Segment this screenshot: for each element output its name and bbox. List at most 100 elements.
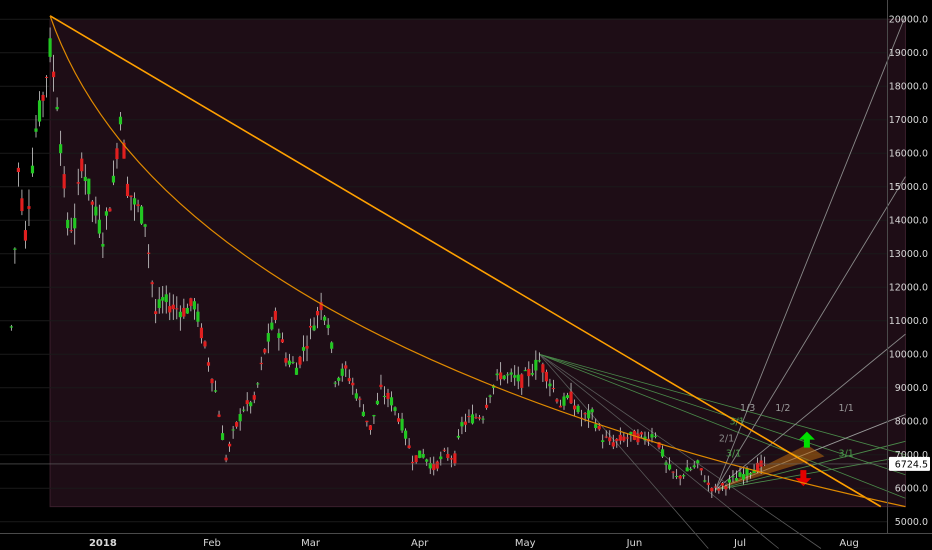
candle-body <box>220 433 225 440</box>
candle-body <box>182 307 186 317</box>
candle-body <box>30 165 35 174</box>
candle-body <box>228 443 232 447</box>
candle-body <box>249 402 253 407</box>
candle-body <box>97 219 101 234</box>
candle-body <box>738 472 742 477</box>
candle-body <box>534 359 538 371</box>
candle-body <box>224 457 228 461</box>
candle-body <box>108 208 112 212</box>
candle-body <box>69 230 73 232</box>
candle-body <box>572 405 577 410</box>
candle-body <box>396 418 401 422</box>
candle-body <box>703 480 707 482</box>
x-tick-label: May <box>515 538 536 549</box>
y-tick-label: 7000.0 <box>895 450 928 461</box>
candle-body <box>636 433 640 443</box>
candle-body <box>685 467 689 472</box>
candle-body <box>312 325 316 331</box>
candle-body <box>270 322 274 330</box>
candle-body <box>129 195 133 197</box>
candle-body <box>439 456 443 460</box>
candle-body <box>41 94 45 101</box>
y-tick-label: 10000.0 <box>889 350 928 361</box>
trend-line <box>49 15 882 508</box>
candle-body <box>199 327 204 339</box>
candle-body <box>27 206 31 209</box>
candle-body <box>713 486 717 488</box>
candle-body <box>467 416 471 418</box>
candle-body <box>425 459 429 462</box>
y-tick-label: 12000.0 <box>889 283 928 294</box>
x-tick-label: Jul <box>733 538 746 549</box>
candles-layer <box>9 27 767 498</box>
candle-body <box>55 106 59 110</box>
candle-body <box>706 482 710 485</box>
candle-body <box>608 437 612 442</box>
candle-body <box>615 439 619 441</box>
candle-body <box>76 182 80 184</box>
candle-body <box>731 476 735 478</box>
candle-body <box>101 243 105 247</box>
candle-body <box>488 395 492 397</box>
y-tick-label: 8000.0 <box>895 417 928 428</box>
candle-body <box>734 478 739 481</box>
candle-body <box>643 436 647 441</box>
candle-body <box>520 374 524 388</box>
candle-body <box>34 128 38 132</box>
y-tick-label: 9000.0 <box>895 383 928 394</box>
candle-body <box>594 424 598 429</box>
candle-body <box>653 435 658 437</box>
x-tick-label: Feb <box>203 538 221 549</box>
candle-body <box>326 324 330 329</box>
candle-body <box>562 396 566 406</box>
candle-body <box>354 393 358 399</box>
candle-body <box>513 375 517 378</box>
may-fan-ray <box>539 353 709 549</box>
may-fan-ray <box>539 353 779 549</box>
candle-body <box>675 476 679 478</box>
candle-body <box>446 453 450 458</box>
candle-body <box>717 488 721 491</box>
arc-line <box>49 15 906 508</box>
candle-body <box>245 400 249 405</box>
candle-body <box>611 442 615 447</box>
y-tick-label: 5000.0 <box>895 517 928 528</box>
y-tick-label: 19000.0 <box>889 48 928 59</box>
candle-body <box>277 333 281 338</box>
candle-body <box>66 219 70 229</box>
candle-body <box>259 362 263 365</box>
last-price-badge <box>889 456 930 471</box>
candle-body <box>168 306 172 313</box>
candle-body <box>365 420 369 423</box>
candle-body <box>87 178 91 195</box>
fan-label: 1/1 <box>839 403 854 414</box>
candle-body <box>555 399 559 402</box>
candle-body <box>745 468 749 476</box>
candle-body <box>375 400 380 405</box>
candle-body <box>235 422 239 427</box>
fan-label: 3/1 <box>839 448 854 459</box>
may-fan-ray <box>539 353 906 476</box>
candle-body <box>104 211 108 216</box>
candle-body <box>213 390 218 392</box>
candle-body <box>73 217 77 229</box>
candle-body <box>59 144 63 154</box>
candle-body <box>175 308 179 310</box>
fan-ray <box>715 455 906 491</box>
candle-body <box>115 148 119 160</box>
candle-body <box>407 445 411 449</box>
candle-body <box>590 409 594 413</box>
candle-body <box>316 310 320 316</box>
candle-body <box>323 316 327 321</box>
candle-body <box>319 302 323 311</box>
candle-body <box>23 230 28 241</box>
candle-body <box>456 435 460 438</box>
may-fan-ray <box>539 353 822 549</box>
candle-body <box>400 418 404 431</box>
candle-body <box>291 361 295 363</box>
may-fan-ray <box>539 353 906 499</box>
candle-body <box>94 206 98 216</box>
candle-body <box>301 347 306 351</box>
